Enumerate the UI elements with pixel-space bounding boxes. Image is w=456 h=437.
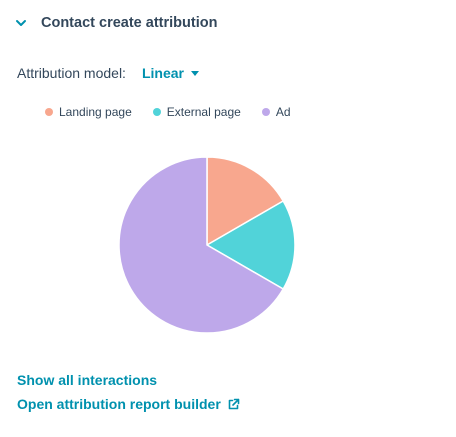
attribution-model-dropdown[interactable]: Linear [142, 65, 199, 81]
legend-label-landing-page: Landing page [59, 105, 132, 119]
pie-slice-external-page[interactable] [205, 199, 296, 291]
legend-label-ad: Ad [275, 105, 291, 119]
chart-legend: Landing page External page Ad [45, 104, 312, 120]
legend-dot-ad [261, 108, 270, 116]
pie-chart-svg [118, 156, 296, 334]
show-all-interactions-link[interactable]: Show all interactions [17, 372, 157, 388]
show-all-interactions-label: Show all interactions [17, 372, 158, 388]
pie-slice-ad[interactable] [118, 156, 285, 334]
caret-down-icon [190, 71, 199, 76]
external-link-icon [227, 398, 240, 411]
legend-item-external-page[interactable]: External page [152, 105, 241, 119]
legend-label-external-page: External page [166, 105, 241, 119]
section-title: Contact create attribution [41, 15, 218, 31]
legend-dot-landing-page [45, 108, 53, 116]
legend-item-ad[interactable]: Ad [261, 105, 291, 119]
attribution-model-row: Attribution model: Linear [17, 63, 199, 83]
attribution-model-value: Linear [141, 65, 184, 81]
pie-chart [0, 140, 456, 350]
open-report-builder-label: Open attribution report builder [17, 396, 221, 412]
open-report-builder-link[interactable]: Open attribution report builder [17, 396, 240, 412]
chevron-down-icon[interactable] [14, 16, 28, 30]
legend-item-landing-page[interactable]: Landing page [45, 105, 132, 119]
legend-dot-external-page [152, 108, 161, 116]
attribution-model-label: Attribution model: [17, 65, 126, 81]
section-header[interactable]: Contact create attribution [14, 12, 217, 34]
pie-slice-landing-page[interactable] [206, 156, 285, 247]
